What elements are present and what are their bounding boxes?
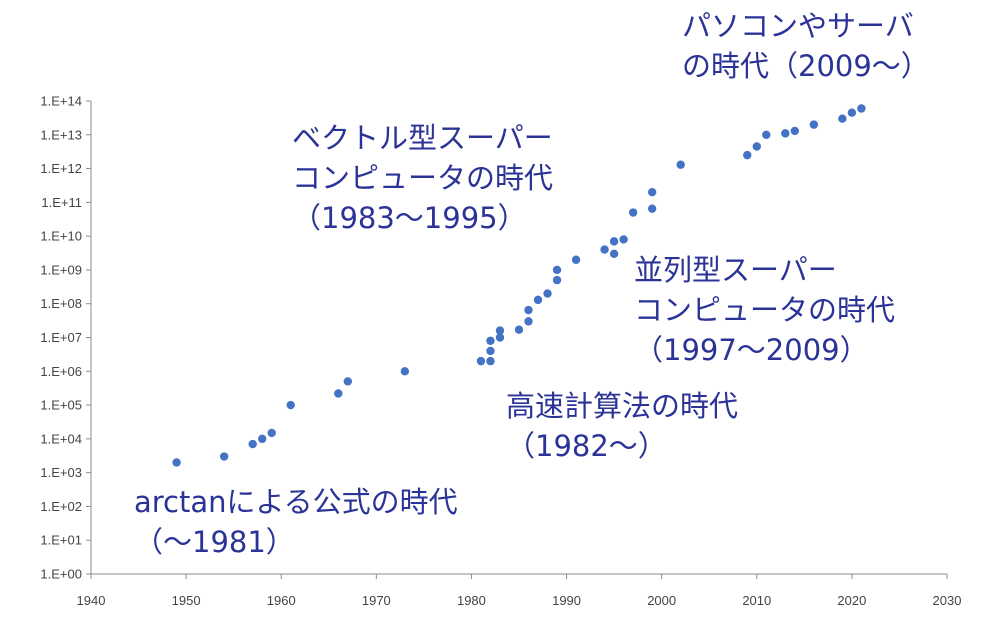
y-tick-label: 1.E+05 — [40, 398, 82, 413]
x-tick-label: 1960 — [267, 593, 296, 608]
data-point — [647, 187, 657, 197]
y-tick-label: 1.E+01 — [40, 533, 82, 548]
data-point — [486, 346, 495, 356]
y-tick-label: 1.E+10 — [40, 229, 82, 244]
data-point — [476, 356, 486, 366]
data-point — [609, 249, 619, 259]
data-point — [790, 126, 800, 136]
y-tick-label: 1.E+04 — [40, 431, 82, 446]
x-tick-label: 1950 — [172, 593, 201, 608]
annotation-vector-supercomputer-era: ベクトル型スーパー コンピュータの時代 （1983～1995） — [292, 118, 553, 238]
data-point — [495, 333, 505, 342]
data-point — [552, 265, 562, 275]
annotation-arctan-formula-era: arctanによる公式の時代 （～1981） — [134, 482, 458, 562]
data-point — [258, 434, 267, 444]
annotation-line: （1983～1995） — [292, 201, 527, 235]
x-tick-labels: 1940 1950 1960 1970 1980 1990 2000 2010 2020 2030 — [77, 593, 962, 608]
y-tick-label: 1.E+07 — [40, 330, 82, 345]
data-point — [400, 367, 410, 376]
annotation-line: ベクトル型スーパー — [292, 121, 553, 155]
data-point — [857, 104, 866, 113]
y-tick-label: 1.E+12 — [40, 161, 82, 176]
data-point — [533, 295, 543, 305]
x-tick-label: 1970 — [362, 593, 391, 608]
data-point — [609, 237, 619, 246]
data-point — [647, 204, 657, 213]
annotation-line: パソコンやサーバ — [682, 9, 914, 43]
annotation-line: 高速計算法の時代 — [506, 389, 739, 423]
data-point — [524, 317, 533, 326]
data-point — [743, 150, 752, 160]
x-tick-label: 2000 — [647, 593, 676, 608]
data-point — [752, 142, 761, 151]
annotation-pc-server-era: パソコンやサーバ の時代（2009～） — [682, 6, 930, 86]
data-point — [219, 452, 229, 461]
data-point — [552, 275, 562, 285]
y-tick-label: 1.E+14 — [40, 94, 82, 109]
data-point — [619, 235, 628, 244]
data-point — [762, 130, 771, 139]
y-tick-label: 1.E+11 — [41, 195, 82, 210]
annotation-line: （1997～2009） — [634, 333, 869, 367]
annotation-line: コンピュータの時代 — [634, 293, 896, 327]
data-point — [676, 160, 685, 169]
annotation-line: （1982～） — [506, 429, 667, 463]
data-point — [781, 129, 790, 138]
data-points — [172, 104, 866, 467]
x-tick-label: 2010 — [742, 593, 771, 608]
y-tick-label: 1.E+03 — [40, 465, 82, 480]
data-point — [286, 400, 295, 410]
y-tick-labels: 1.E+00 1.E+01 1.E+02 1.E+03 1.E+04 1.E+05 1.E+… — [40, 94, 82, 582]
y-tick-label: 1.E+09 — [40, 262, 82, 277]
annotation-line: （～1981） — [134, 525, 295, 559]
annotation-fast-algorithm-era: 高速計算法の時代 （1982～） — [506, 386, 738, 466]
annotation-parallel-supercomputer-era: 並列型スーパー コンピュータの時代 （1997～2009） — [634, 250, 895, 370]
data-point — [571, 255, 581, 264]
y-tick-label: 1.E+06 — [40, 364, 82, 379]
x-tick-label: 1940 — [77, 593, 106, 608]
y-tick-label: 1.E+00 — [40, 567, 82, 582]
x-tick-label: 1990 — [552, 593, 581, 608]
data-point — [172, 458, 181, 467]
data-point — [543, 289, 552, 298]
data-point — [495, 326, 505, 335]
data-point — [343, 377, 352, 386]
y-tick-label: 1.E+02 — [40, 499, 82, 514]
data-point — [600, 245, 609, 254]
y-tick-label: 1.E+13 — [40, 127, 82, 142]
x-tick-label: 2020 — [837, 593, 866, 608]
data-point — [838, 114, 847, 123]
data-point — [486, 356, 495, 366]
axes — [86, 100, 948, 579]
annotation-line: arctanによる公式の時代 — [134, 485, 458, 519]
y-tick-label: 1.E+08 — [40, 296, 82, 311]
annotation-line: 並列型スーパー — [634, 253, 837, 287]
annotation-line: の時代（2009～） — [682, 49, 930, 83]
data-point — [486, 336, 495, 345]
data-point — [334, 389, 343, 398]
data-point — [524, 305, 533, 315]
data-point — [847, 108, 857, 117]
data-point — [267, 428, 276, 438]
annotation-line: コンピュータの時代 — [292, 161, 554, 195]
data-point — [248, 439, 257, 449]
x-tick-label: 1980 — [457, 593, 486, 608]
data-point — [628, 208, 638, 217]
data-point — [514, 325, 524, 334]
data-point — [809, 120, 819, 129]
x-tick-label: 2030 — [933, 593, 962, 608]
